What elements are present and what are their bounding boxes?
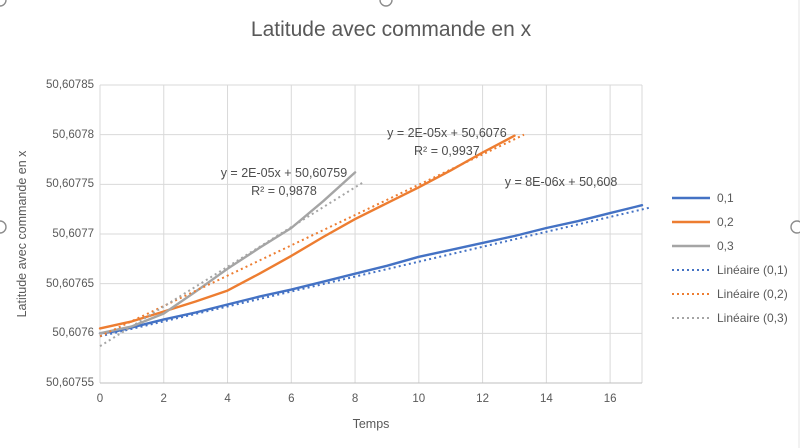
series-line-0-1[interactable] [98,203,644,335]
y-tick-label: 50,60765 [46,277,94,290]
legend-line-sample [672,244,710,248]
series-line-0-3[interactable] [98,171,357,335]
trendline-lin-aire-0-2[interactable] [99,133,525,338]
trendline-equation-0-1[interactable]: y = 8E-06x + 50,608 [505,173,618,191]
y-tick-label: 50,60775 [46,178,94,191]
legend-item-0-3[interactable]: 0,3 [671,234,788,258]
legend-item-lin-aire-0-3[interactable]: Linéaire (0,3) [671,306,788,330]
y-axis-title[interactable]: Latitude avec commande en x [15,150,29,318]
legend-line-sample [672,196,710,200]
y-tick-label: 50,60755 [46,377,94,389]
legend-label: Linéaire (0,1) [717,263,788,277]
selection-handle-left-middle[interactable] [0,220,7,234]
trendline-lin-aire-0-3[interactable] [99,180,366,348]
legend-line-sample [672,317,710,319]
equation-text: y = 2E-05x + 50,6076 [387,125,507,140]
x-tick-label: 12 [476,393,489,405]
legend-item-0-1[interactable]: 0,1 [671,186,788,210]
x-tick-label: 8 [351,393,359,405]
legend-item-lin-aire-0-2[interactable]: Linéaire (0,2) [671,282,788,306]
legend-line-sample [672,293,710,295]
selection-handle-right-middle[interactable] [790,220,800,234]
trendline-equation-0-2[interactable]: y = 2E-05x + 50,6076 R² = 0,9937 [387,124,507,160]
x-tick-label: 4 [224,393,231,405]
equation-text: y = 2E-05x + 50,60759 [220,166,348,181]
legend-line-sample [672,269,710,271]
y-tick-label: 50,6078 [52,128,94,141]
y-tick-label: 50,6076 [52,327,94,340]
x-tick-label: 16 [603,393,617,405]
x-tick-label: 14 [539,393,553,405]
legend-line-sample [672,220,710,224]
x-tick-label: 0 [96,393,104,405]
legend-item-0-2[interactable]: 0,2 [671,210,788,234]
chart-title[interactable]: Latitude avec commande en x [250,18,532,41]
selection-handle-top-left[interactable] [0,0,7,7]
x-tick-label: 2 [160,393,167,405]
trendline-equation-0-3[interactable]: y = 2E-05x + 50,60759 R² = 0,9878 [221,164,347,200]
legend-label: 0,2 [717,215,734,229]
trendline-lin-aire-0-1[interactable] [99,206,652,338]
legend-item-lin-aire-0-1[interactable]: Linéaire (0,1) [671,258,788,282]
chart-legend[interactable]: 0,1 0,2 0,3 Linéaire (0,1) Linéaire (0,2) Lin… [671,186,788,330]
equation-text: R² = 0,9937 [414,143,480,158]
y-tick-label: 50,60785 [46,79,94,91]
legend-label: 0,3 [717,239,734,253]
selection-handle-top-center[interactable] [379,0,393,7]
equation-text: R² = 0,9878 [251,184,317,199]
legend-label: Linéaire (0,2) [717,287,788,301]
legend-label: 0,1 [717,191,734,205]
y-tick-label: 50,6077 [52,228,94,240]
x-tick-label: 10 [412,393,426,405]
legend-label: Linéaire (0,3) [717,311,788,325]
x-tick-label: 6 [288,393,295,405]
equation-text: y = 8E-06x + 50,608 [504,175,618,190]
x-axis-title[interactable]: Temps [352,417,390,431]
